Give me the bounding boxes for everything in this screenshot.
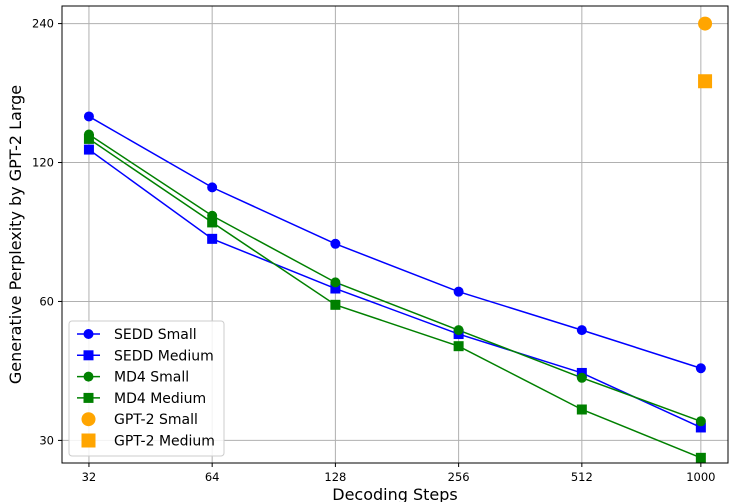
plot-frame (61, 5, 729, 464)
sedd-medium-point (330, 283, 341, 294)
sedd-small-point (453, 286, 464, 297)
sedd-small-line (88, 115, 702, 369)
axis-ticks: 32 64 128 256 512 1000 30 60 120 240 (32, 17, 715, 484)
sedd-small-point (207, 182, 218, 193)
y-axis-label: Generative Perplexity by GPT-2 Large (6, 85, 25, 384)
sedd-medium-point (207, 233, 218, 244)
md4-medium-point (330, 299, 341, 310)
legend-marker-sedd-small (83, 329, 94, 339)
sedd-medium-line (88, 148, 702, 429)
md4-small-point (453, 325, 464, 336)
y-tick-label: 120 (32, 156, 54, 170)
legend-marker-gpt-2-small (81, 412, 96, 427)
legend-marker-gpt-2-medium (81, 433, 96, 448)
y-tick-label: 30 (39, 433, 54, 447)
sedd-small-point (330, 238, 341, 249)
y-tick-label: 240 (32, 17, 54, 31)
x-tick-label: 64 (205, 470, 220, 484)
y-tick-label: 60 (39, 294, 54, 308)
md4-medium-point (83, 133, 94, 144)
md4-medium-point (576, 404, 587, 415)
x-tick-label: 256 (448, 470, 470, 484)
md4-small-point (330, 277, 341, 288)
md4-medium-point (453, 341, 464, 352)
legend-marker-md4-medium (83, 392, 94, 403)
legend-marker-md4-small (83, 371, 94, 382)
md4-medium-point (695, 452, 706, 463)
sedd-medium-point (695, 422, 706, 433)
md4-small-line (88, 133, 702, 422)
md4-medium-line (88, 138, 702, 459)
x-axis-label: Decoding Steps (332, 485, 458, 502)
sedd-medium-point (83, 144, 94, 155)
legend-marker-sedd-medium (83, 350, 94, 361)
x-tick-label: 32 (82, 470, 97, 484)
sedd-small-point (695, 363, 706, 374)
x-tick-label: 128 (324, 470, 346, 484)
sedd-small-point (576, 325, 587, 336)
x-tick-label: 512 (571, 470, 593, 484)
sedd-small-point (83, 111, 94, 122)
x-tick-label: 1000 (686, 470, 715, 484)
gpt-2-medium-point (698, 74, 713, 89)
legend-box (68, 320, 225, 457)
legend-label-md4-medium: MD4 Medium (114, 391, 206, 407)
md4-medium-point (207, 217, 218, 228)
gpt-2-small-point (698, 16, 713, 31)
legend-label-sedd-medium: SEDD Medium (114, 348, 214, 364)
legend-label-sedd-small: SEDD Small (114, 327, 197, 343)
series-markers (83, 16, 713, 463)
legend-label-gpt-2-medium: GPT-2 Medium (114, 434, 215, 450)
legend-label-gpt-2-small: GPT-2 Small (114, 412, 198, 428)
legend-label-md4-small: MD4 Small (114, 370, 189, 386)
legend: SEDD Small SEDD Medium MD4 Small MD4 Medium… (68, 320, 225, 457)
md4-small-point (695, 416, 706, 427)
series-lines (88, 115, 702, 459)
md4-small-point (576, 372, 587, 383)
